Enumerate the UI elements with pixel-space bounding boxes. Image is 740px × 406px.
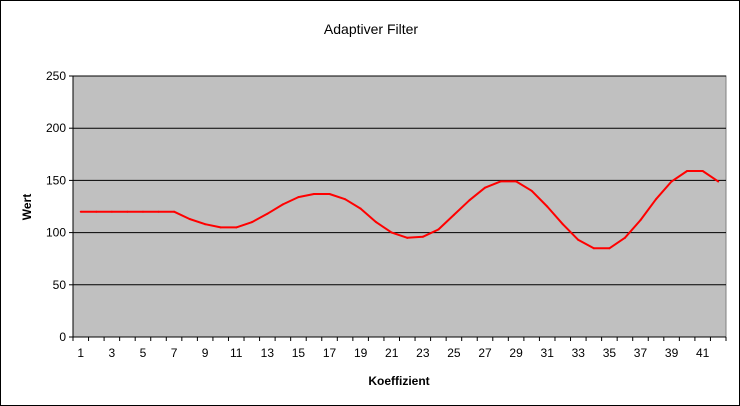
- x-tick-label: 25: [447, 346, 461, 360]
- x-tick-label: 3: [109, 346, 116, 360]
- data-point: [157, 210, 160, 213]
- data-point: [452, 213, 455, 216]
- data-point: [375, 221, 378, 224]
- data-point: [173, 210, 176, 213]
- data-point: [515, 180, 518, 183]
- data-point: [484, 186, 487, 189]
- data-point: [328, 192, 331, 195]
- y-tick-labels: 0 50 100 150 200 250: [46, 69, 66, 344]
- data-point: [250, 221, 253, 224]
- x-tick-label: 31: [541, 346, 555, 360]
- x-tick-label: 9: [202, 346, 209, 360]
- data-point: [499, 180, 502, 183]
- data-point: [188, 218, 191, 221]
- x-tick-label: 11: [230, 346, 243, 360]
- y-tick-label: 50: [53, 278, 67, 292]
- data-point: [701, 170, 704, 173]
- data-point: [219, 226, 222, 229]
- series-line-0: [80, 170, 719, 250]
- data-point: [95, 210, 98, 213]
- x-tick-labels: 1 3 5 7 9 11 13 15 17 19 21 23 25 27 29 31 33 35 37 39 41: [77, 346, 709, 360]
- data-point: [530, 189, 533, 192]
- y-tick-label: 200: [46, 121, 66, 135]
- data-point: [577, 238, 580, 241]
- data-point: [297, 196, 300, 199]
- data-point: [406, 236, 409, 239]
- data-point: [437, 228, 440, 231]
- data-point: [204, 223, 207, 226]
- y-tick-label: 250: [46, 69, 66, 83]
- data-point: [266, 212, 269, 215]
- data-point: [623, 236, 626, 239]
- data-point: [686, 170, 689, 173]
- grid-lines: [69, 75, 726, 338]
- data-point: [468, 199, 471, 202]
- axes: [72, 76, 727, 341]
- data-point: [670, 180, 673, 183]
- x-tick-label: 15: [292, 346, 306, 360]
- x-axis-label: Koeffizient: [368, 374, 429, 388]
- x-tick-label: 35: [603, 346, 617, 360]
- data-point: [344, 198, 347, 201]
- data-point: [235, 226, 238, 229]
- data-point: [546, 205, 549, 208]
- y-tick-label: 0: [59, 330, 66, 344]
- x-tick-label: 41: [696, 346, 710, 360]
- x-tick-label: 17: [323, 346, 337, 360]
- plot-area: [72, 75, 727, 338]
- data-point: [608, 247, 611, 250]
- data-point: [421, 235, 424, 238]
- x-tick-label: 39: [665, 346, 679, 360]
- y-tick-label: 150: [46, 173, 66, 187]
- data-point: [281, 203, 284, 206]
- data-point: [717, 180, 720, 183]
- x-tick-label: 13: [261, 346, 275, 360]
- data-point: [110, 210, 113, 213]
- data-point: [359, 207, 362, 210]
- data-point: [79, 210, 82, 213]
- x-tick-label: 27: [478, 346, 492, 360]
- data-point: [126, 210, 129, 213]
- x-tick-label: 29: [509, 346, 523, 360]
- data-point: [592, 247, 595, 250]
- data-point: [141, 210, 144, 213]
- series-layer: [79, 170, 720, 250]
- x-tick-label: 5: [140, 346, 147, 360]
- chart-title: Adaptiver Filter: [324, 21, 418, 37]
- data-point: [639, 219, 642, 222]
- data-point: [312, 192, 315, 195]
- y-axis-label: Wert: [20, 194, 34, 220]
- x-tick-label: 1: [77, 346, 84, 360]
- y-tick-label: 100: [46, 226, 66, 240]
- x-tick-label: 7: [171, 346, 178, 360]
- data-point: [655, 198, 658, 201]
- x-tick-label: 37: [634, 346, 648, 360]
- x-tick-label: 23: [416, 346, 430, 360]
- x-tick-label: 33: [572, 346, 586, 360]
- data-point: [561, 223, 564, 226]
- data-point: [390, 231, 393, 234]
- x-tick-label: 21: [385, 346, 399, 360]
- x-tick-label: 19: [354, 346, 368, 360]
